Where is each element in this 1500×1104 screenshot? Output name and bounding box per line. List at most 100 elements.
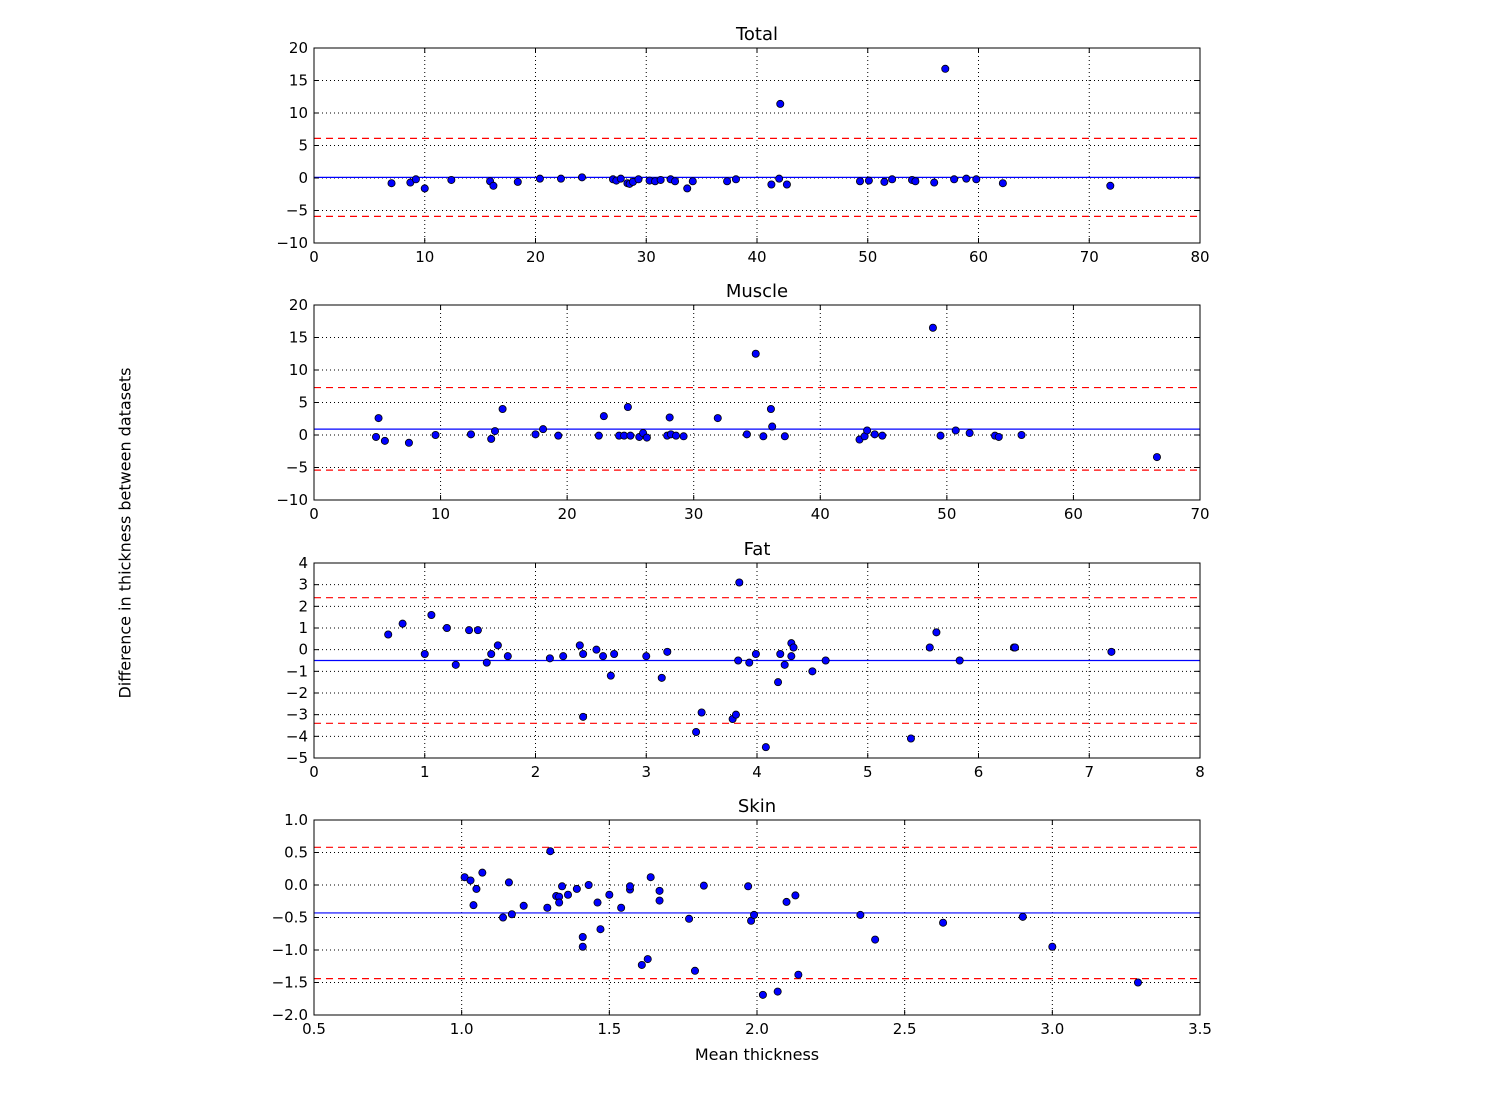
data-point	[447, 175, 456, 184]
data-point	[932, 628, 941, 637]
y-tick-label: −1	[286, 662, 308, 680]
data-point	[499, 913, 508, 922]
data-point	[592, 645, 601, 654]
data-point	[655, 886, 664, 895]
x-tick-label: 1.0	[450, 1020, 474, 1038]
x-tick-label: 6	[974, 763, 984, 781]
data-point	[387, 179, 396, 188]
data-point	[761, 743, 770, 752]
x-tick-label: 70	[1080, 248, 1099, 266]
data-point	[794, 970, 803, 979]
data-point	[605, 890, 614, 899]
x-tick-label: 5	[863, 763, 873, 781]
data-point	[380, 436, 389, 445]
y-tick-label: 0.0	[284, 876, 308, 894]
data-point	[442, 624, 451, 633]
data-point	[951, 426, 960, 435]
subplot-skin: 0.5 1.0 1.5 2.0 2.5 3.0 3.5 −2.0 −1.5 −1.0 −0.5 0.0…	[272, 796, 1212, 1038]
data-point	[768, 422, 777, 431]
x-tick-label: 4	[752, 763, 762, 781]
y-tick-label: 5	[298, 137, 308, 155]
data-point	[759, 432, 768, 441]
y-tick-label: 15	[289, 329, 308, 347]
data-point	[372, 432, 381, 441]
y-tick-label: −5	[286, 459, 308, 477]
data-point	[469, 901, 478, 910]
data-point	[671, 177, 680, 186]
shared-x-axis-label: Mean thickness	[694, 1045, 820, 1064]
data-point	[699, 881, 708, 890]
data-point	[911, 177, 920, 186]
y-tick-label: −1.5	[272, 974, 308, 992]
data-point	[683, 184, 692, 193]
x-tick-label: 3.0	[1040, 1020, 1064, 1038]
data-point	[427, 611, 436, 620]
data-point	[791, 891, 800, 900]
y-tick-label: 20	[289, 296, 308, 314]
data-point	[543, 903, 552, 912]
y-tick-label: −2.0	[272, 1006, 308, 1024]
y-tick-label: −4	[286, 727, 308, 745]
data-point	[751, 349, 760, 358]
data-point	[420, 650, 429, 659]
data-point	[870, 430, 879, 439]
data-point	[734, 656, 743, 665]
data-point	[773, 987, 782, 996]
data-point	[634, 175, 643, 184]
data-point	[487, 434, 496, 443]
data-point	[498, 404, 507, 413]
data-point	[616, 174, 625, 183]
data-point	[626, 882, 635, 891]
data-point	[472, 884, 481, 893]
data-point	[466, 430, 475, 439]
data-point	[776, 99, 785, 108]
data-point	[646, 873, 655, 882]
data-point	[617, 903, 626, 912]
data-point	[642, 652, 651, 661]
data-point	[731, 710, 740, 719]
data-point	[493, 641, 502, 650]
data-point	[546, 847, 555, 856]
data-point	[594, 431, 603, 440]
data-point	[766, 404, 775, 413]
data-point	[531, 430, 540, 439]
data-point	[482, 658, 491, 667]
data-point	[451, 660, 460, 669]
x-tick-label: 50	[937, 505, 956, 523]
y-tick-label: 2	[298, 597, 308, 615]
x-tick-label: 8	[1195, 763, 1205, 781]
data-point	[637, 960, 646, 969]
y-tick-label: −10	[276, 234, 308, 252]
data-point	[599, 652, 608, 661]
data-point	[465, 626, 474, 635]
data-point	[596, 925, 605, 934]
data-point	[713, 414, 722, 423]
data-point	[880, 177, 889, 186]
data-point	[697, 708, 706, 717]
data-point	[1011, 643, 1020, 652]
data-point	[930, 178, 939, 187]
data-point	[578, 942, 587, 951]
data-point	[965, 429, 974, 438]
data-point	[554, 431, 563, 440]
y-tick-label: 1	[298, 619, 308, 637]
subplot-title: Skin	[738, 796, 776, 817]
data-point	[780, 660, 789, 669]
y-tick-label: 0.5	[284, 844, 308, 862]
y-tick-label: −2	[286, 684, 308, 702]
x-tick-label: 20	[526, 248, 545, 266]
x-tick-label: 0	[309, 248, 319, 266]
y-tick-label: 4	[298, 554, 308, 572]
data-point	[578, 173, 587, 182]
data-point	[950, 175, 959, 184]
x-tick-label: 60	[1064, 505, 1083, 523]
x-tick-label: 0	[309, 763, 319, 781]
data-point	[503, 652, 512, 661]
y-tick-label: −10	[276, 491, 308, 509]
data-point	[487, 650, 496, 659]
data-point	[1133, 978, 1142, 987]
x-tick-label: 80	[1190, 248, 1209, 266]
y-tick-label: 0	[298, 426, 308, 444]
data-point	[688, 177, 697, 186]
data-point	[593, 898, 602, 907]
